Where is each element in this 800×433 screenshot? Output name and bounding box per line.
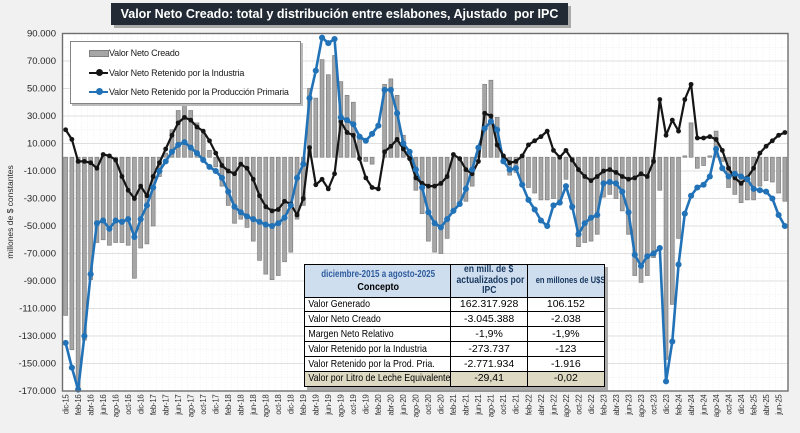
svg-text:abr-18: abr-18 (237, 395, 246, 416)
svg-text:-30.000: -30.000 (24, 194, 56, 205)
svg-text:dic-24: dic-24 (737, 394, 746, 415)
svg-text:feb-20: feb-20 (374, 394, 383, 416)
svg-text:feb-25: feb-25 (749, 394, 758, 416)
svg-text:dic-19: dic-19 (362, 395, 371, 415)
svg-text:feb-22: feb-22 (524, 395, 533, 416)
svg-text:abr-24: abr-24 (687, 394, 696, 416)
svg-text:10.000: 10.000 (27, 139, 56, 150)
svg-text:-70.000: -70.000 (24, 249, 56, 260)
svg-text:abr-20: abr-20 (387, 394, 396, 416)
svg-text:feb-19: feb-19 (299, 395, 308, 416)
svg-text:dic-17: dic-17 (212, 395, 221, 415)
svg-text:abr-19: abr-19 (312, 395, 321, 416)
svg-text:50.000: 50.000 (27, 84, 56, 95)
svg-text:ago-18: ago-18 (262, 395, 271, 418)
svg-text:-50.000: -50.000 (24, 221, 56, 232)
svg-text:dic-15: dic-15 (61, 394, 70, 415)
svg-text:jun-19: jun-19 (324, 395, 333, 416)
svg-text:abr-21: abr-21 (462, 395, 471, 416)
svg-text:abr-16: abr-16 (86, 395, 95, 416)
svg-text:abr-23: abr-23 (612, 395, 621, 416)
svg-text:dic-22: dic-22 (587, 395, 596, 415)
svg-text:30.000: 30.000 (27, 111, 56, 122)
svg-text:feb-17: feb-17 (149, 395, 158, 416)
svg-text:jun-18: jun-18 (249, 395, 258, 416)
svg-text:dic-23: dic-23 (662, 395, 671, 415)
svg-text:-170.000: -170.000 (18, 386, 56, 397)
svg-text:ago-20: ago-20 (412, 394, 421, 418)
svg-text:jun-23: jun-23 (624, 395, 633, 416)
svg-text:dic-16: dic-16 (136, 395, 145, 415)
svg-text:oct-18: oct-18 (274, 395, 283, 415)
svg-text:-110.000: -110.000 (19, 304, 56, 315)
svg-text:jun-24: jun-24 (699, 394, 708, 416)
svg-text:70.000: 70.000 (27, 56, 56, 67)
svg-text:ago-17: ago-17 (187, 395, 196, 418)
svg-text:oct-17: oct-17 (199, 395, 208, 415)
svg-text:millones de $ constantes: millones de $ constantes (5, 165, 15, 259)
svg-text:ago-23: ago-23 (637, 395, 646, 418)
svg-text:oct-22: oct-22 (574, 395, 583, 415)
svg-text:oct-19: oct-19 (349, 395, 358, 415)
svg-text:dic-18: dic-18 (287, 395, 296, 415)
svg-text:oct-24: oct-24 (724, 394, 733, 415)
svg-text:abr-22: abr-22 (537, 395, 546, 416)
svg-text:oct-20: oct-20 (424, 394, 433, 415)
svg-text:-130.000: -130.000 (18, 331, 56, 342)
svg-text:ago-16: ago-16 (111, 395, 120, 418)
svg-text:jun-20: jun-20 (399, 394, 408, 416)
svg-text:-150.000: -150.000 (18, 359, 56, 370)
svg-text:feb-18: feb-18 (224, 395, 233, 416)
svg-text:ago-24: ago-24 (712, 394, 721, 418)
svg-text:ago-22: ago-22 (562, 395, 571, 418)
svg-text:oct-23: oct-23 (649, 395, 658, 415)
svg-text:jun-21: jun-21 (474, 395, 483, 416)
svg-text:-90.000: -90.000 (24, 276, 56, 287)
svg-text:feb-24: feb-24 (674, 394, 683, 416)
svg-text:ago-21: ago-21 (487, 395, 496, 418)
svg-text:feb-21: feb-21 (449, 395, 458, 416)
svg-text:dic-20: dic-20 (437, 394, 446, 415)
svg-text:abr-25: abr-25 (762, 394, 771, 416)
svg-text:jun-25: jun-25 (774, 394, 783, 416)
svg-text:dic-21: dic-21 (512, 395, 521, 415)
svg-text:oct-16: oct-16 (124, 395, 133, 415)
svg-text:oct-21: oct-21 (499, 395, 508, 415)
svg-text:90.000: 90.000 (27, 29, 56, 40)
svg-text:feb-16: feb-16 (74, 395, 83, 416)
svg-text:feb-23: feb-23 (599, 395, 608, 416)
svg-text:ago-19: ago-19 (337, 395, 346, 418)
svg-text:-10.000: -10.000 (24, 166, 56, 177)
svg-text:jun-16: jun-16 (99, 395, 108, 416)
svg-text:jun-22: jun-22 (549, 395, 558, 416)
svg-text:jun-17: jun-17 (174, 395, 183, 416)
svg-text:abr-17: abr-17 (162, 395, 171, 416)
